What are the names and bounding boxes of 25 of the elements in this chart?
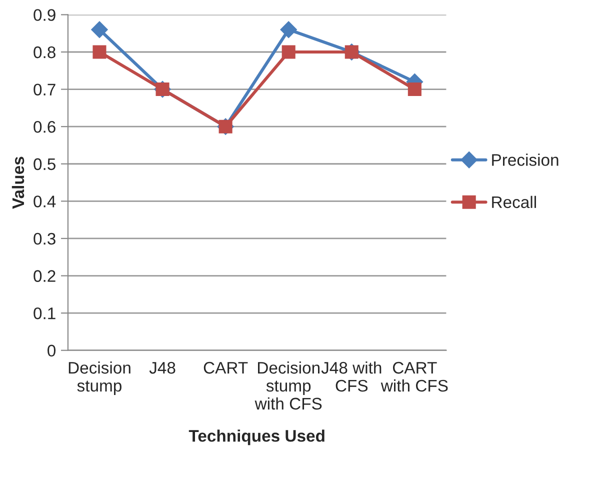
x-tick-label: Decision stump	[68, 361, 130, 395]
x-tick-label: CART	[204, 362, 248, 374]
y-tick-label: 0.4	[34, 196, 56, 208]
y-axis-title: Values	[12, 156, 24, 209]
y-tick-label: 0.6	[34, 120, 56, 133]
point	[280, 21, 297, 38]
y-tick-label: 0.8	[34, 46, 56, 58]
y-tick-label: 0.9	[34, 9, 56, 21]
y-tick-label: 0.7	[34, 84, 56, 96]
x-tick-label: J48 with CFS	[321, 361, 382, 392]
y-tick-label: 0.1	[34, 307, 56, 320]
legend-label: Precision	[492, 154, 558, 166]
point	[91, 21, 108, 38]
point	[408, 82, 422, 96]
x-tick-label: Decision stump with CFS	[254, 361, 322, 410]
y-tick-label: 0	[48, 344, 56, 357]
point	[282, 45, 296, 59]
x-tick-label: CART with CFS	[380, 362, 448, 392]
point	[92, 45, 106, 59]
y-tick-label: 0.3	[34, 232, 56, 245]
x-axis-title: Techniques Used	[188, 430, 324, 446]
y-tick-label: 0.2	[34, 270, 56, 282]
legend-label: Recall	[492, 196, 536, 208]
x-tick-label: J48	[149, 362, 176, 374]
y-tick-label: 0.5	[34, 158, 56, 170]
